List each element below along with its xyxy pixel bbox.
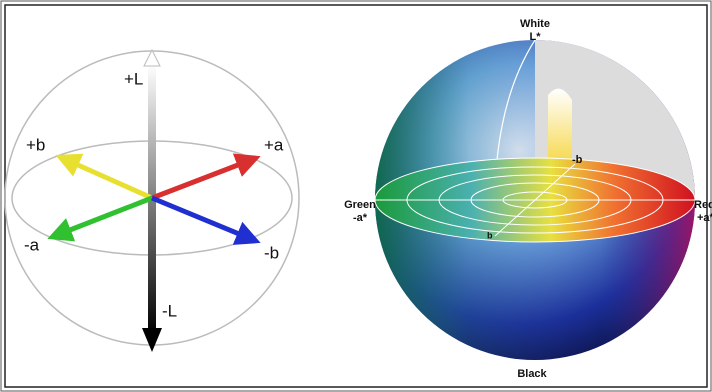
label: White [520,18,550,30]
label: +a* [697,212,712,224]
l-arrow-top [144,50,160,66]
page: +L -L +b -b +a -a White L* Green -a* Red… [0,0,712,392]
diagram: +L -L +b -b +a -a White L* Green -a* Red… [0,0,712,392]
l-arrow-bottom [142,328,162,352]
label: b [487,230,493,240]
label: -a* [353,212,368,224]
label: -a [24,235,40,254]
label: +a [264,135,284,154]
label: -L [162,301,177,320]
label: Red [694,199,712,211]
plus-b-arrow [60,157,152,198]
label: Green [344,199,376,211]
label: +b [26,135,45,154]
minus-b-arrow [152,198,256,241]
label: -b [264,243,279,262]
label: Black [517,368,547,380]
plus-a-arrow [152,158,256,198]
label: L* [530,31,542,43]
label: +L [124,69,143,88]
minus-a-arrow [52,198,152,237]
label: -b [572,154,583,166]
color-sphere [370,35,700,365]
